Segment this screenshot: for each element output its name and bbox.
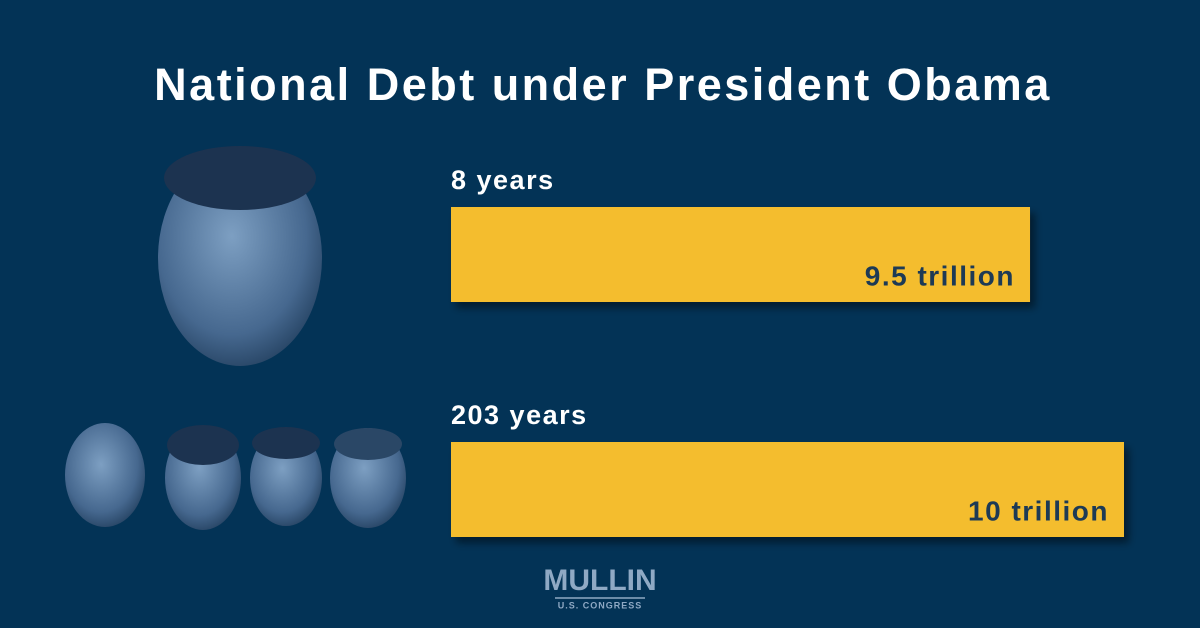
bar bbox=[451, 207, 1031, 302]
value-label: 10 trillion bbox=[968, 495, 1109, 526]
chart-title: National Debt under President Obama bbox=[154, 59, 1052, 110]
logo-name: MULLIN bbox=[543, 564, 656, 597]
value-label: 9.5 trillion bbox=[865, 260, 1015, 291]
category-label: 203 years bbox=[451, 400, 588, 430]
bar bbox=[451, 442, 1124, 537]
portraits bbox=[65, 146, 406, 530]
portrait-hair bbox=[334, 428, 402, 460]
portrait-hair bbox=[164, 146, 316, 210]
portrait-hair bbox=[167, 425, 239, 465]
portrait bbox=[65, 423, 145, 527]
category-label: 8 years bbox=[451, 165, 555, 195]
portrait-hair bbox=[252, 427, 320, 459]
logo-subtitle: U.S. CONGRESS bbox=[558, 600, 643, 610]
